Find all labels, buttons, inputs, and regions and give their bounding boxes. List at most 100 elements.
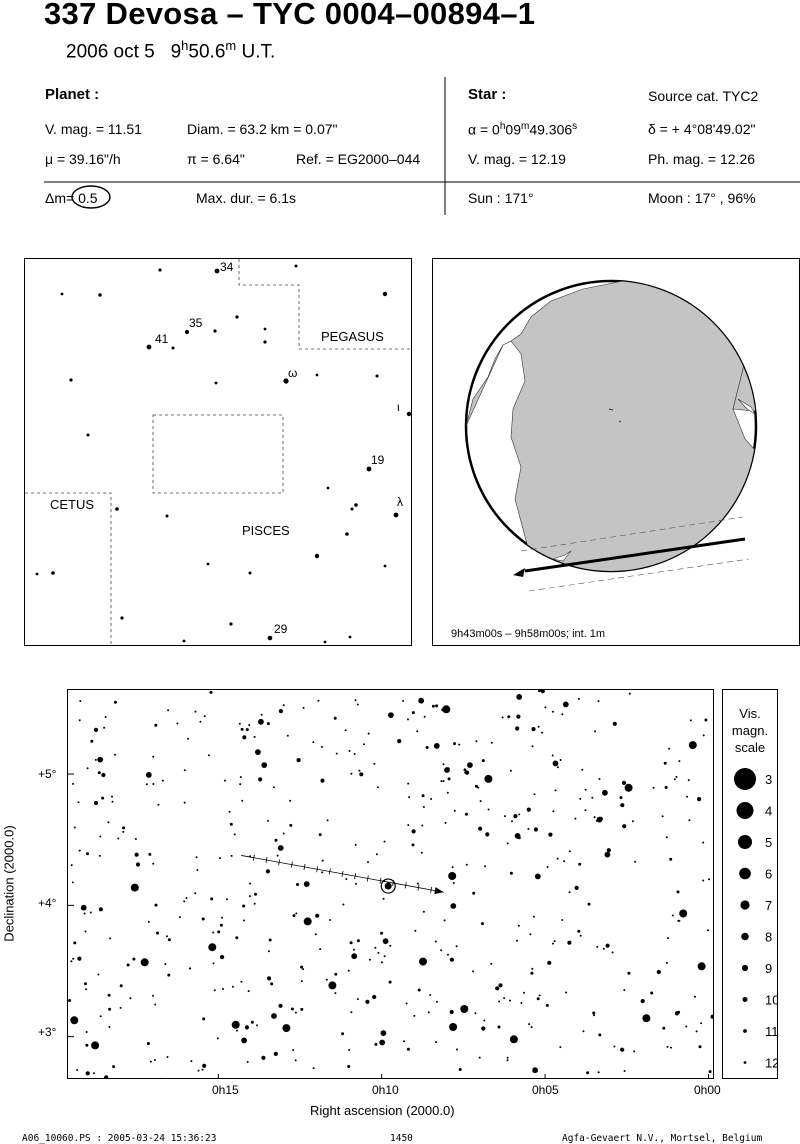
- ra-s-unit: s: [572, 121, 578, 132]
- field-star: [261, 1055, 266, 1060]
- field-star: [513, 814, 518, 819]
- field-star: [593, 1014, 596, 1017]
- planet-motion: μ = 39.16"/h: [45, 151, 121, 167]
- field-star: [314, 933, 317, 936]
- field-star: [132, 957, 136, 961]
- field-star: [598, 1033, 602, 1037]
- field-star: [503, 815, 506, 818]
- star-heading: Star :: [468, 86, 507, 103]
- field-star: [710, 1014, 713, 1019]
- field-star: [552, 760, 559, 767]
- field-star: [201, 1068, 204, 1071]
- field-star: [620, 1047, 625, 1052]
- field-star: [239, 783, 242, 786]
- field-star: [464, 812, 468, 816]
- field-star: [119, 1006, 122, 1009]
- field-star: [71, 881, 74, 884]
- field-star: [152, 783, 155, 785]
- field-star: [421, 794, 425, 798]
- field-star: [516, 714, 521, 719]
- field-star: [73, 941, 77, 945]
- field-star: [270, 982, 274, 986]
- map-star: [323, 640, 327, 644]
- field-star: [276, 854, 279, 857]
- star-phmag: Ph. mag. = 12.26: [648, 151, 756, 167]
- field-star: [249, 882, 252, 885]
- star-label-29: 29: [274, 622, 288, 636]
- field-star: [245, 728, 249, 732]
- label-pisces: PISCES: [242, 523, 290, 538]
- scale-value-12: 12: [765, 1056, 778, 1071]
- map-star: [213, 329, 217, 333]
- label-cetus: CETUS: [50, 497, 95, 512]
- field-star: [229, 822, 233, 826]
- field-star: [199, 720, 202, 723]
- field-star: [663, 761, 667, 765]
- minute-unit: m: [225, 38, 237, 53]
- field-star: [388, 712, 394, 718]
- field-star: [455, 945, 458, 948]
- field-star: [440, 780, 443, 783]
- field-star: [506, 1059, 509, 1062]
- scale-dot-5: [738, 835, 752, 849]
- field-star: [300, 980, 303, 983]
- field-star: [166, 1056, 169, 1058]
- field-star: [222, 988, 224, 990]
- field-star: [530, 971, 534, 975]
- field-star: [612, 721, 617, 726]
- field-star: [698, 1045, 702, 1049]
- field-star: [472, 891, 476, 895]
- field-star: [418, 697, 425, 704]
- field-star: [621, 780, 627, 785]
- path-time-tick: [278, 859, 281, 866]
- field-star: [242, 904, 246, 908]
- path-arrowhead: [434, 887, 444, 895]
- field-star: [472, 970, 474, 973]
- map-star: [315, 373, 319, 377]
- field-star: [685, 1025, 688, 1028]
- field-star: [161, 779, 164, 782]
- field-star: [77, 956, 82, 961]
- field-star: [202, 1017, 206, 1021]
- scale-dot-6: [739, 867, 751, 880]
- field-star: [342, 903, 345, 906]
- field-star: [300, 965, 304, 969]
- field-star: [183, 801, 186, 804]
- field-star: [561, 919, 564, 921]
- sun-elongation: Sun : 171°: [468, 190, 534, 206]
- field-star: [597, 700, 600, 703]
- field-star: [453, 742, 456, 746]
- field-star: [443, 919, 446, 922]
- field-star: [302, 968, 305, 971]
- field-star: [278, 709, 283, 714]
- map-star: [35, 572, 39, 576]
- field-star: [104, 716, 107, 718]
- field-star: [91, 1041, 100, 1050]
- field-star: [702, 734, 705, 737]
- field-star: [97, 771, 101, 775]
- field-star: [93, 727, 99, 732]
- field-star: [442, 705, 451, 714]
- field-star: [256, 1024, 258, 1027]
- path-time-tick: [265, 857, 268, 864]
- field-star: [434, 940, 437, 943]
- field-star: [527, 828, 530, 830]
- field-star: [78, 719, 81, 722]
- field-star: [562, 701, 569, 708]
- field-star: [117, 837, 120, 840]
- field-star: [282, 1024, 291, 1033]
- field-star: [221, 916, 223, 919]
- map-star: [86, 433, 90, 437]
- field-star: [582, 1030, 585, 1033]
- field-star: [556, 857, 559, 860]
- field-star: [544, 706, 547, 709]
- field-star: [260, 713, 263, 716]
- field-star: [430, 798, 433, 800]
- field-star: [72, 957, 75, 960]
- field-star: [416, 730, 419, 733]
- field-star: [389, 944, 392, 947]
- map-star: [158, 268, 162, 272]
- page-title: 337 Devosa – TYC 0004–00894–1: [44, 0, 536, 31]
- field-star: [514, 833, 521, 839]
- field-star: [86, 767, 89, 770]
